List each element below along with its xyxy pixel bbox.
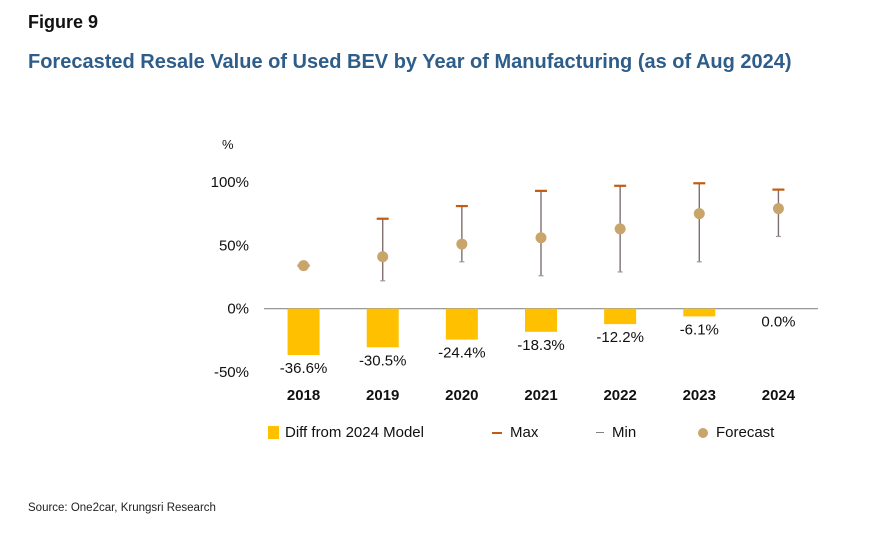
legend-label: Diff from 2024 Model [285,424,424,441]
bar-data-label: -6.1% [680,321,719,338]
legend-forecast-swatch [698,427,708,438]
forecast-point [772,203,784,215]
legend-min-swatch [596,432,604,433]
y-tick-label: 0% [227,301,249,318]
y-tick-label: 100% [211,174,249,191]
bar-diff [445,308,478,340]
x-tick-label: 2021 [524,387,557,404]
x-tick-label: 2022 [603,387,636,404]
forecast-point [298,260,310,272]
x-tick-label: 2018 [287,387,320,404]
forecast-point [377,251,389,263]
bar-diff [366,308,399,348]
forecast-point [693,208,705,220]
legend-max-swatch [492,431,502,434]
bar-diff [287,308,320,356]
bar-data-label: -12.2% [596,329,644,346]
forecast-point [535,232,547,244]
legend-label: Max [510,424,539,441]
range-series [297,182,785,282]
x-tick-label: 2019 [366,387,399,404]
source-note: Source: One2car, Krungsri Research [28,502,216,514]
bar-diff [683,308,716,317]
figure-label: Figure 9 [28,12,99,32]
legend-bar-swatch [268,426,279,439]
legend-label: Forecast [716,424,775,441]
x-tick-label: 2023 [683,387,716,404]
bar-data-label: -24.4% [438,345,486,362]
chart-title: Forecasted Resale Value of Used BEV by Y… [28,51,792,73]
bar-data-label: -36.6% [280,360,328,377]
forecast-point [456,238,468,250]
legend-item-diff: Diff from 2024 Model [268,424,424,441]
legend-label: Min [612,424,637,441]
y-tick-label: 50% [219,237,249,254]
bar-series: -36.6% -30.5% -24.4% -18.3% -12.2% -6.1% 0.0% [280,308,796,377]
chart-area: -50% 0% 50% 100% -36.6% -30.5% -24.4% -18.3% -1… [211,137,818,404]
legend: Diff from 2024 Model Max Min Forecast [268,424,828,446]
x-tick-label: 2020 [445,387,478,404]
x-axis: 2018 2019 2020 2021 2022 2023 2024 [287,387,796,404]
bar-data-label: 0.0% [761,314,795,331]
legend-item-min: Min [596,424,636,441]
bar-data-label: -18.3% [517,337,565,354]
y-axis-unit: % [222,137,234,152]
bar-diff [604,308,637,325]
y-axis: -50% 0% 50% 100% [211,174,818,381]
legend-item-max: Max [492,424,538,441]
forecast-point [614,223,626,235]
y-tick-label: -50% [214,364,249,381]
bar-data-label: -30.5% [359,352,407,369]
x-tick-label: 2024 [762,387,796,404]
legend-item-forecast: Forecast [698,424,774,441]
forecast-series [298,203,784,272]
bar-diff [525,308,557,332]
